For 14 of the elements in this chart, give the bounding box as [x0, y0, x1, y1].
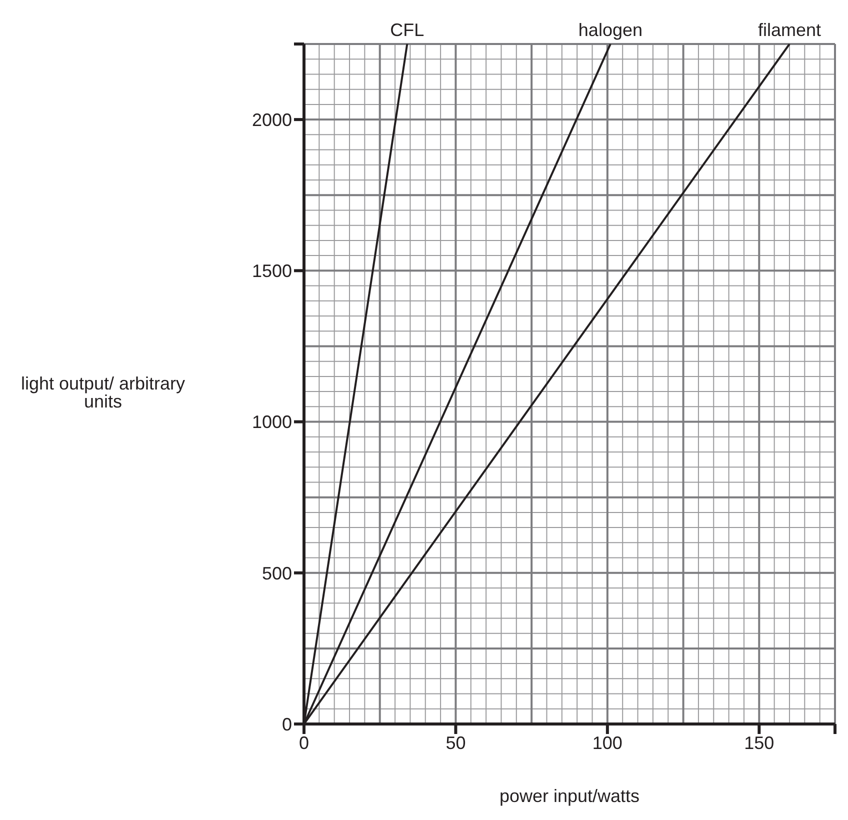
series-label: halogen: [578, 20, 642, 40]
x-tick-label: 0: [298, 732, 310, 753]
y-axis-title: light output/ arbitrary units: [20, 373, 186, 412]
y-tick-label: 0: [282, 714, 292, 734]
y-tick-label: 1500: [252, 261, 292, 282]
series-label: filament: [758, 20, 821, 40]
x-axis-title: power input/watts: [499, 786, 640, 806]
y-tick-label: 2000: [252, 110, 292, 130]
x-tick-label: 100: [592, 732, 622, 753]
x-tick-label: 150: [744, 732, 774, 753]
series-label: CFL: [390, 20, 424, 40]
x-tick-label: 50: [446, 732, 466, 753]
y-tick-label: 1000: [252, 412, 292, 432]
y-tick-label: 500: [262, 563, 292, 584]
